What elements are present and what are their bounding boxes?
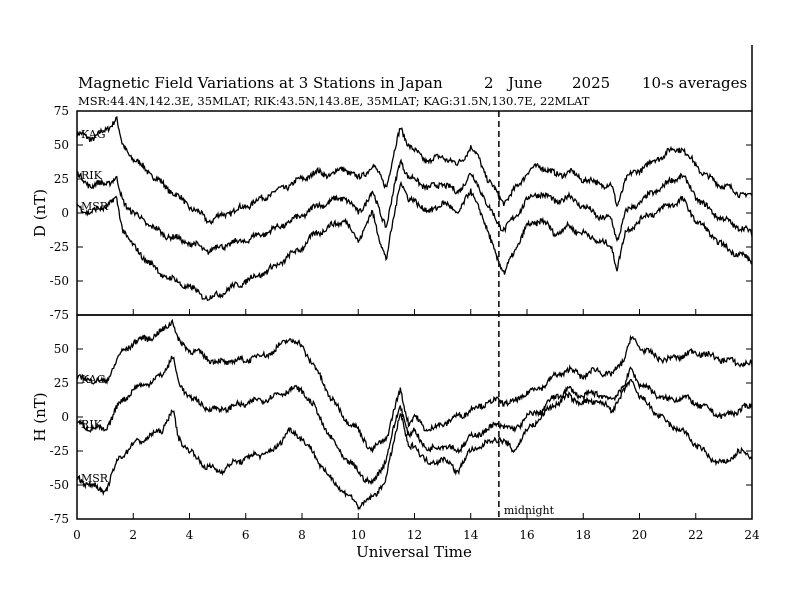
chart-subtitle: MSR:44.4N,142.3E, 35MLAT; RIK:43.5N,143.… — [78, 94, 590, 108]
y-tick-label-h: 0 — [61, 410, 69, 424]
x-tick-label: 4 — [186, 528, 194, 542]
x-tick-label: 6 — [242, 528, 250, 542]
x-tick-label: 22 — [688, 528, 703, 542]
y-tick-label-h: 50 — [54, 342, 69, 356]
y-tick-label-h: -75 — [50, 512, 69, 526]
y-tick-label-d: -75 — [50, 308, 69, 322]
h-axis-title: H (nT) — [31, 392, 49, 441]
x-tick-label: 0 — [73, 528, 81, 542]
x-tick-label: 14 — [463, 528, 479, 542]
h-panel: 50 25 0 -25 -50 -75 KAG RIK MSR — [50, 318, 753, 526]
title-averaging: 10-s averages — [642, 74, 747, 92]
series-msr-h — [76, 378, 753, 511]
y-tick-label-h: -50 — [50, 478, 69, 492]
series-kag-h — [76, 318, 753, 454]
station-label-msr-d: MSR — [81, 200, 109, 213]
y-tick-label-d: 25 — [54, 172, 69, 186]
h-panel-frame — [76, 314, 753, 520]
y-tick-label-d: 0 — [61, 206, 69, 220]
x-tick-label: 16 — [519, 528, 534, 542]
series-rik-d — [76, 158, 753, 255]
title-day: 2 — [484, 74, 494, 92]
station-label-rik-d: RIK — [81, 169, 103, 182]
series-rik-h — [76, 355, 753, 486]
station-label-kag-d: KAG — [81, 128, 106, 141]
x-tick-label: 10 — [351, 528, 366, 542]
x-tick-label: 12 — [407, 528, 422, 542]
x-tick-label: 2 — [129, 528, 137, 542]
series-msr-d — [76, 180, 753, 302]
y-tick-label-h: 25 — [54, 376, 69, 390]
y-tick-label-d: 75 — [54, 104, 69, 118]
y-tick-label-d: 50 — [54, 138, 69, 152]
station-label-rik-h: RIK — [81, 418, 103, 431]
y-tick-label-h: -25 — [50, 444, 69, 458]
d-axis-title: D (nT) — [31, 189, 49, 237]
x-tick-label: 24 — [744, 528, 760, 542]
station-label-kag-h: KAG — [81, 373, 106, 386]
x-axis: 0 2 4 6 8 10 12 14 16 18 20 22 24 — [73, 309, 760, 542]
midnight-label: midnight — [504, 504, 555, 517]
y-tick-label-d: -50 — [50, 274, 69, 288]
x-tick-label: 20 — [632, 528, 647, 542]
title-year: 2025 — [572, 74, 610, 92]
x-tick-label: 8 — [298, 528, 306, 542]
station-label-msr-h: MSR — [81, 472, 109, 485]
series-kag-d — [76, 115, 753, 225]
title-month: June — [506, 74, 542, 92]
x-axis-title: Universal Time — [356, 543, 472, 561]
chart-title: Magnetic Field Variations at 3 Stations … — [78, 74, 443, 92]
y-tick-label-d: -25 — [50, 240, 69, 254]
x-tick-label: 18 — [576, 528, 591, 542]
d-panel: 75 50 25 0 -25 -50 -75 KAG RIK MSR — [50, 104, 753, 322]
